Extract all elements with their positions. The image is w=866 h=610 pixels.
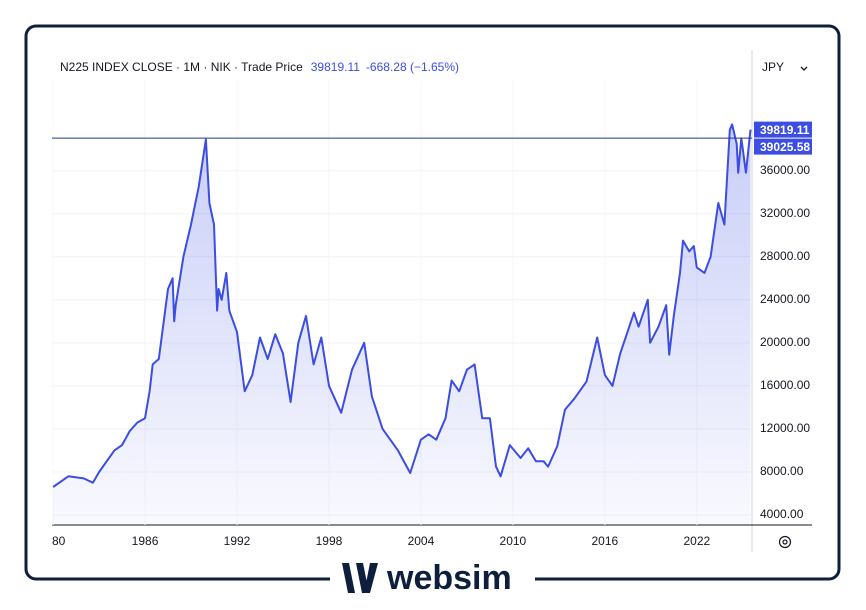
x-tick-label: 2010	[500, 534, 527, 548]
change: -668.28 (−1.65%)	[366, 60, 459, 74]
x-tick-label: 2004	[408, 534, 435, 548]
price-tag-label: 39025.58	[760, 140, 810, 154]
x-tick-label: 80	[52, 534, 66, 548]
price-tag-label: 39819.11	[760, 123, 810, 137]
x-tick-label: 1998	[316, 534, 343, 548]
x-tick-label: 1992	[224, 534, 251, 548]
price-tag	[754, 121, 812, 138]
currency-select[interactable]: JPY	[762, 60, 784, 74]
area-fill	[53, 124, 751, 525]
y-tick-label: 36000.00	[760, 163, 810, 177]
price: 39819.11	[311, 60, 360, 74]
instrument-label: N225 INDEX CLOSE · 1M · NIK · Trade Pric…	[60, 60, 303, 74]
price-line	[52, 123, 752, 488]
dropdown-chevron[interactable]	[800, 66, 808, 71]
y-tick-label: 32000.00	[760, 206, 810, 220]
logo-icon	[342, 563, 378, 593]
y-tick-label: 4000.00	[760, 507, 804, 521]
settings-icon[interactable]	[778, 535, 792, 549]
y-tick-label: 28000.00	[760, 249, 810, 263]
x-tick-label: 2022	[683, 534, 710, 548]
y-tick-label: 16000.00	[760, 378, 810, 392]
price-tag	[754, 138, 812, 155]
logo-text: websim	[386, 559, 512, 597]
y-tick-label: 20000.00	[760, 335, 810, 349]
y-tick-label: 24000.00	[760, 292, 810, 306]
x-tick-label: 1986	[132, 534, 159, 548]
y-tick-label: 8000.00	[760, 464, 804, 478]
x-tick-label: 2016	[592, 534, 619, 548]
y-tick-label: 12000.00	[760, 421, 810, 435]
